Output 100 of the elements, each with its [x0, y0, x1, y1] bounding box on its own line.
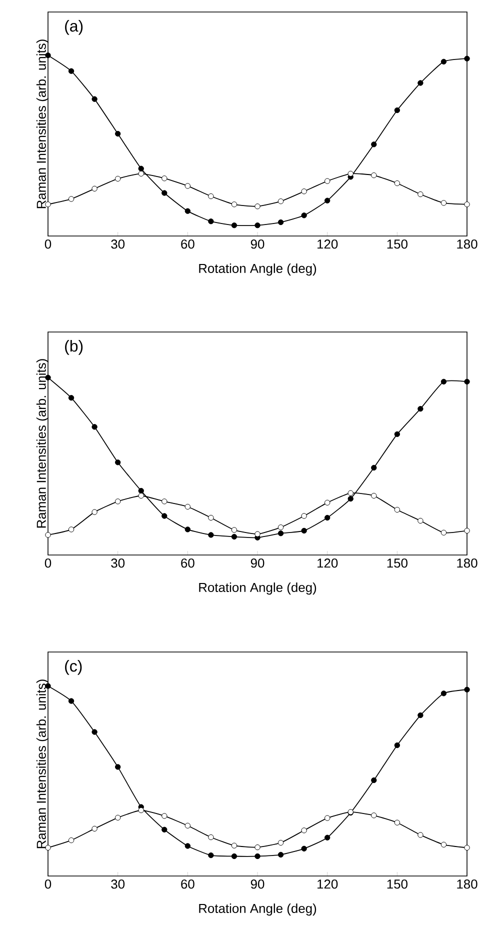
point — [324, 198, 330, 204]
point — [301, 846, 307, 852]
point — [464, 202, 470, 208]
point — [278, 530, 284, 536]
x-tick-label: 90 — [250, 240, 264, 249]
x-axis-title: Rotation Angle (deg) — [199, 582, 316, 595]
point — [162, 498, 168, 504]
point — [208, 834, 214, 840]
x-tick-label: 120 — [318, 558, 338, 568]
point — [114, 460, 121, 466]
point — [254, 853, 260, 860]
point — [138, 166, 144, 172]
point — [254, 531, 260, 537]
point — [231, 527, 238, 533]
chart-title: (b) — [65, 340, 83, 355]
point — [184, 504, 191, 510]
y-axis-title: Raman Intensities (arb. units) — [36, 680, 48, 848]
point — [254, 204, 260, 210]
point — [92, 424, 98, 430]
point — [278, 852, 284, 858]
x-tick-label: 30 — [111, 880, 125, 889]
x-tick-label: 120 — [318, 880, 338, 889]
point — [231, 853, 238, 860]
point — [184, 843, 191, 849]
point — [324, 815, 330, 821]
point — [464, 686, 470, 692]
point — [371, 172, 377, 178]
point — [162, 190, 168, 196]
point — [254, 844, 260, 850]
point — [92, 186, 98, 192]
x-tick-label: 30 — [111, 558, 125, 568]
point — [231, 202, 238, 208]
x-tick-label: 0 — [44, 880, 52, 889]
point — [418, 406, 424, 412]
point — [324, 178, 330, 184]
point — [138, 170, 144, 177]
point — [301, 513, 307, 519]
x-axis-title: Rotation Angle (deg) — [199, 904, 316, 916]
point — [324, 834, 330, 840]
point — [184, 208, 191, 214]
point — [324, 514, 330, 521]
point — [68, 68, 74, 74]
point — [231, 842, 238, 848]
point — [92, 826, 98, 832]
point — [278, 524, 284, 530]
x-tick-label: 150 — [387, 558, 408, 568]
point — [418, 518, 424, 524]
x-tick-label: 90 — [250, 880, 264, 889]
point — [278, 198, 284, 204]
x-tick-label: 150 — [387, 240, 408, 249]
x-tick-label: 60 — [181, 558, 194, 568]
point — [92, 509, 98, 515]
point — [418, 191, 424, 198]
point — [371, 777, 377, 784]
x-tick-label: 180 — [457, 558, 478, 568]
x-tick-label: 180 — [457, 880, 478, 889]
point — [208, 514, 214, 521]
point — [184, 183, 191, 189]
point — [371, 492, 377, 499]
y-axis-title: Raman Intensities (arb. units) — [36, 40, 48, 208]
point — [348, 496, 354, 502]
point — [92, 96, 98, 102]
point — [371, 812, 377, 818]
point — [114, 176, 121, 182]
point — [348, 170, 354, 177]
point — [394, 820, 400, 826]
point — [464, 844, 470, 851]
point — [254, 222, 260, 228]
point — [440, 530, 447, 536]
x-tick-label: 60 — [181, 880, 194, 889]
point — [138, 807, 144, 814]
point — [208, 218, 214, 224]
point — [301, 188, 307, 194]
point — [162, 513, 168, 519]
point — [231, 534, 238, 540]
x-tick-label: 90 — [250, 558, 264, 568]
point — [45, 532, 51, 538]
x-tick-label: 0 — [44, 240, 52, 249]
point — [68, 394, 74, 401]
point — [278, 219, 284, 226]
point — [138, 488, 144, 494]
point — [208, 852, 214, 858]
point — [464, 528, 470, 534]
point — [68, 698, 74, 704]
point — [278, 840, 284, 846]
point — [114, 130, 121, 137]
point — [440, 378, 447, 385]
x-tick-label: 120 — [318, 240, 338, 249]
point — [68, 196, 74, 202]
point — [162, 813, 168, 819]
point — [394, 107, 400, 114]
point — [348, 490, 354, 496]
point — [184, 526, 191, 532]
point — [394, 431, 400, 438]
point — [440, 690, 447, 696]
point — [440, 842, 447, 848]
x-tick-label: 150 — [387, 880, 408, 889]
point — [114, 498, 121, 504]
point — [440, 200, 447, 206]
point — [138, 492, 144, 499]
